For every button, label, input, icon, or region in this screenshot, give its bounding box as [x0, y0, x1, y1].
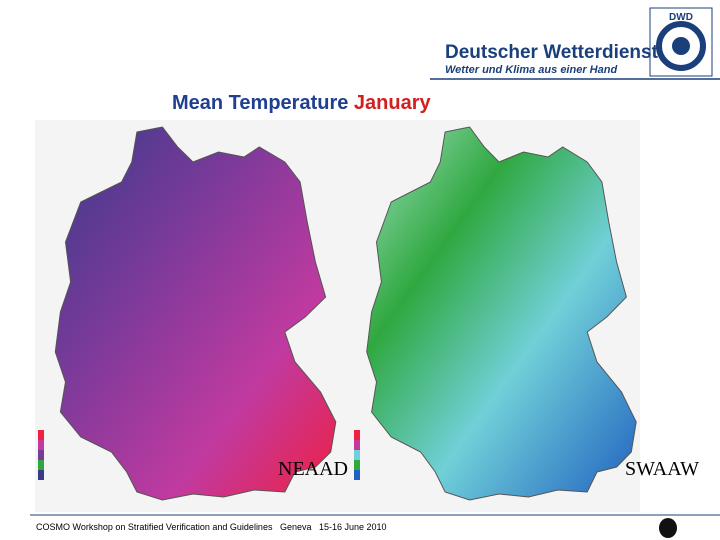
brand-name: Deutscher Wetterdienst: [445, 42, 658, 63]
slide-title: Mean Temperature January: [172, 92, 431, 115]
footer-text: COSMO Workshop on Stratified Verificatio…: [36, 522, 387, 532]
title-main: Mean Temperature: [172, 92, 349, 114]
title-highlight: January: [353, 92, 431, 114]
map-label: SWAAW: [625, 458, 699, 480]
logo-core: [672, 37, 690, 55]
eagle-icon: [659, 518, 677, 538]
logo-abbrev: DWD: [669, 12, 693, 23]
logo-swirl: [656, 21, 706, 71]
brand-tagline: Wetter und Klima aus einer Hand: [445, 64, 618, 76]
legend-swatches: [38, 430, 360, 480]
map-label: NEAAD: [278, 458, 348, 480]
